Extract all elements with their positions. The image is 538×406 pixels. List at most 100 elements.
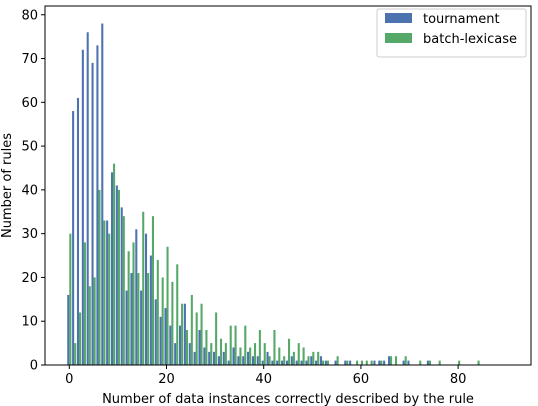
y-tick-label: 20: [21, 271, 38, 286]
bar-batch-lexicase: [273, 329, 276, 365]
bar-tournament: [164, 308, 167, 365]
bar-tournament: [169, 325, 172, 365]
bar-tournament: [76, 97, 80, 365]
bar-batch-lexicase: [258, 329, 261, 365]
x-tick-label: 0: [65, 372, 73, 387]
x-tick-label: 80: [450, 372, 467, 387]
bar-tournament: [237, 356, 240, 365]
y-axis-ticks: 0 10 20 30 40 50 60 70 80: [21, 8, 45, 374]
bar-tournament: [115, 185, 118, 365]
bar-tournament: [188, 343, 191, 365]
bar-tournament: [285, 360, 288, 365]
bar-batch-lexicase: [122, 216, 125, 365]
bar-tournament: [281, 360, 284, 365]
bar-batch-lexicase: [215, 312, 218, 365]
bar-tournament: [101, 23, 104, 365]
bar-tournament: [179, 325, 182, 365]
bar-batch-lexicase: [117, 189, 120, 365]
bar-tournament: [208, 351, 211, 365]
bar-tournament: [290, 356, 293, 365]
legend-label-tournament: tournament: [423, 12, 500, 27]
bar-tournament: [373, 360, 376, 365]
bar-batch-lexicase: [151, 216, 154, 365]
bar-tournament: [159, 316, 162, 365]
y-tick-label: 0: [30, 359, 38, 374]
bar-batch-lexicase: [185, 329, 189, 365]
legend-swatch-batch-lexicase: [385, 33, 412, 43]
bar-batch-lexicase: [458, 360, 461, 365]
bar-batch-lexicase: [326, 360, 329, 365]
bar-batch-lexicase: [113, 163, 116, 365]
bar-batch-lexicase: [166, 246, 169, 365]
bar-batch-lexicase: [477, 360, 480, 365]
bar-batch-lexicase: [127, 251, 130, 365]
bar-batch-lexicase: [229, 325, 232, 365]
bar-batch-lexicase: [253, 343, 257, 365]
bar-tournament: [140, 290, 143, 365]
bar-batch-lexicase: [322, 360, 325, 365]
bar-batch-lexicase: [249, 347, 252, 365]
bar-batch-lexicase: [200, 303, 203, 365]
bar-batch-lexicase: [380, 360, 383, 365]
bar-tournament: [256, 356, 259, 365]
y-tick-label: 70: [21, 52, 38, 67]
legend-box: [376, 8, 527, 58]
bar-batch-lexicase: [404, 356, 407, 365]
bar-batch-lexicase: [288, 338, 291, 365]
bar-tournament: [247, 351, 250, 365]
y-tick-label: 80: [21, 8, 38, 23]
bar-batch-lexicase: [195, 312, 198, 365]
bar-batch-lexicase: [268, 356, 271, 365]
bar-tournament: [300, 360, 303, 365]
bar-batch-lexicase: [312, 351, 315, 365]
bar-batch-lexicase: [263, 343, 266, 365]
y-tick-label: 40: [21, 183, 38, 198]
x-axis-label: Number of data instances correctly descr…: [102, 392, 474, 406]
bar-tournament: [149, 255, 152, 365]
bar-batch-lexicase: [278, 347, 281, 365]
bar-tournament: [130, 273, 133, 365]
bar-tournament: [402, 360, 405, 365]
plot-frame: [44, 5, 532, 366]
y-axis-label: Number of rules: [0, 133, 15, 238]
y-tick-label: 10: [21, 315, 38, 330]
bar-tournament: [183, 303, 186, 365]
bar-batch-lexicase: [190, 294, 193, 365]
bar-tournament: [67, 294, 70, 365]
bar-batch-lexicase: [161, 277, 164, 365]
bar-tournament: [91, 62, 94, 365]
bar-batch-lexicase: [224, 343, 227, 365]
bar-batch-lexicase: [181, 303, 184, 365]
bar-tournament: [334, 360, 337, 365]
legend-swatch-tournament: [385, 13, 412, 23]
bar-batch-lexicase: [317, 351, 320, 365]
bar-tournament: [144, 233, 148, 365]
bar-tournament: [310, 356, 313, 365]
bar-batch-lexicase: [307, 356, 310, 365]
bar-batch-lexicase: [234, 325, 237, 365]
bar-batch-lexicase: [147, 273, 150, 365]
bar-tournament: [213, 351, 216, 365]
bar-tournament: [266, 351, 269, 365]
bar-tournament: [227, 360, 230, 365]
bar-batch-lexicase: [171, 281, 174, 365]
y-tick-label: 30: [21, 227, 38, 242]
y-tick-label: 50: [21, 140, 38, 155]
bar-batch-lexicase: [419, 360, 422, 365]
bar-batch-lexicase: [346, 360, 349, 365]
bar-tournament: [387, 356, 391, 365]
bar-tournament: [198, 329, 201, 365]
bar-batch-lexicase: [137, 273, 140, 365]
bar-batch-lexicase: [283, 356, 286, 365]
bar-batch-lexicase: [292, 351, 295, 365]
legend: tournament batch-lexicase: [376, 8, 527, 58]
bar-tournament: [222, 351, 225, 365]
bar-tournament: [295, 360, 298, 365]
bar-tournament: [315, 360, 318, 365]
x-axis-ticks: 0 20 40 60 80: [65, 365, 466, 387]
bar-batch-lexicase: [79, 312, 82, 365]
bar-tournament: [261, 360, 264, 365]
bar-tournament: [251, 356, 254, 365]
bar-tournament: [349, 360, 352, 365]
bar-tournament: [120, 207, 123, 365]
